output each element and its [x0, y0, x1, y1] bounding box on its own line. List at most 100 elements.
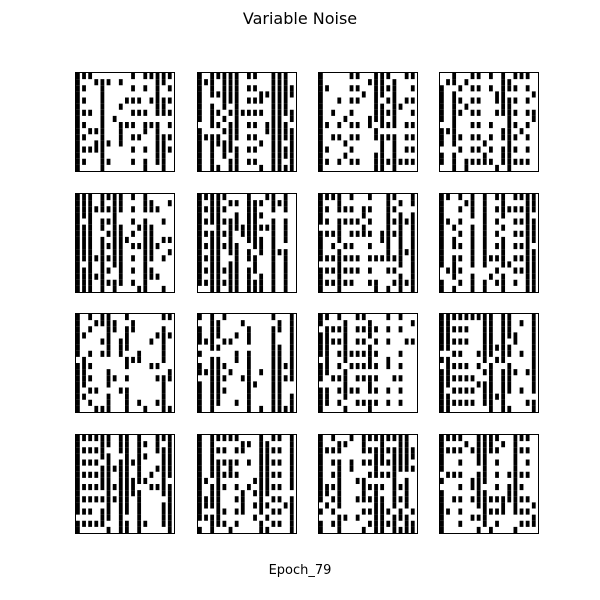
noise-cell	[319, 73, 323, 80]
noise-cell	[489, 387, 493, 394]
noise-cell	[331, 520, 336, 527]
noise-cell	[118, 471, 123, 478]
noise-cell	[289, 508, 294, 515]
noise-cell	[204, 514, 208, 521]
noise-cell	[386, 85, 391, 92]
noise-cell	[507, 134, 512, 141]
noise-cell	[440, 218, 444, 225]
noise-cell	[374, 399, 378, 406]
noise-cell	[253, 502, 257, 509]
noise-cell	[380, 134, 385, 141]
noise-cell	[234, 73, 239, 80]
noise-cell	[106, 338, 111, 345]
noise-cell	[82, 484, 86, 491]
noise-cell	[489, 158, 493, 165]
noise-cell	[155, 73, 160, 80]
noise-cell	[482, 326, 487, 333]
noise-cell	[337, 261, 342, 268]
noise-cell	[331, 496, 336, 503]
noise-cell	[531, 115, 536, 123]
noise-cell	[489, 405, 493, 412]
noise-cell	[501, 85, 506, 92]
noise-cell	[501, 369, 506, 376]
noise-cell	[404, 453, 409, 460]
noise-cell	[501, 134, 506, 141]
noise-cell	[386, 459, 391, 466]
noise-cell	[507, 314, 512, 321]
noise-cell	[495, 393, 499, 400]
noise-cell	[440, 109, 444, 116]
noise-cell	[271, 243, 276, 250]
noise-cell	[368, 194, 372, 201]
noise-cell	[277, 146, 282, 153]
noise-cell	[143, 441, 148, 448]
noise-cell	[349, 109, 354, 116]
noise-cell	[337, 200, 342, 207]
noise-cell	[331, 243, 336, 250]
noise-cell	[380, 164, 385, 171]
noise-cell	[198, 502, 202, 509]
noise-cell	[283, 194, 288, 201]
noise-cell	[210, 164, 215, 171]
noise-cell	[271, 369, 276, 376]
noise-cell	[361, 484, 366, 491]
noise-cell	[118, 344, 123, 351]
noise-cell	[253, 230, 257, 237]
noise-cell	[319, 375, 323, 382]
noise-cell	[76, 79, 80, 86]
noise-cell	[228, 91, 233, 98]
noise-cell	[100, 79, 105, 86]
noise-cell	[216, 435, 221, 442]
noise-cell	[149, 338, 154, 345]
noise-cell	[247, 369, 251, 376]
noise-cell	[125, 399, 129, 406]
noise-cell	[222, 128, 227, 135]
noise-cell	[440, 447, 444, 454]
noise-cell	[386, 236, 391, 244]
noise-cell	[247, 146, 251, 153]
noise-cell	[501, 502, 506, 509]
noise-cell	[343, 344, 348, 351]
noise-cell	[525, 435, 530, 442]
noise-cell	[374, 128, 378, 135]
noise-cell	[289, 338, 294, 345]
noise-cell	[337, 338, 342, 345]
noise-cell	[131, 97, 135, 104]
noise-cell	[131, 230, 135, 237]
noise-cell	[125, 356, 129, 364]
noise-cell	[88, 520, 93, 527]
noise-cell	[440, 85, 444, 92]
noise-cell	[386, 230, 391, 237]
noise-cell	[100, 496, 105, 503]
noise-cell	[289, 405, 294, 412]
noise-cell	[106, 514, 111, 521]
noise-cell	[253, 206, 257, 213]
noise-cell	[216, 73, 221, 80]
noise-cell	[259, 496, 264, 503]
noise-cell	[88, 243, 93, 250]
noise-image	[319, 73, 415, 171]
noise-cell	[228, 465, 233, 472]
noise-cell	[283, 224, 288, 231]
noise-cell	[112, 255, 117, 262]
noise-cell	[440, 314, 444, 321]
noise-cell	[125, 338, 129, 345]
noise-cell	[137, 350, 142, 357]
noise-cell	[234, 115, 239, 123]
noise-cell	[234, 261, 239, 268]
noise-cell	[161, 146, 166, 153]
noise-cell	[386, 356, 391, 364]
noise-cell	[374, 164, 378, 171]
noise-cell	[380, 146, 385, 153]
noise-cell	[325, 230, 329, 237]
noise-cell	[404, 146, 409, 153]
noise-cell	[161, 387, 166, 394]
noise-cell	[88, 375, 93, 382]
noise-cell	[161, 255, 166, 262]
noise-cell	[458, 255, 463, 262]
noise-cell	[283, 122, 288, 129]
noise-cell	[253, 224, 257, 231]
noise-cell	[374, 490, 378, 497]
noise-cell	[386, 212, 391, 219]
